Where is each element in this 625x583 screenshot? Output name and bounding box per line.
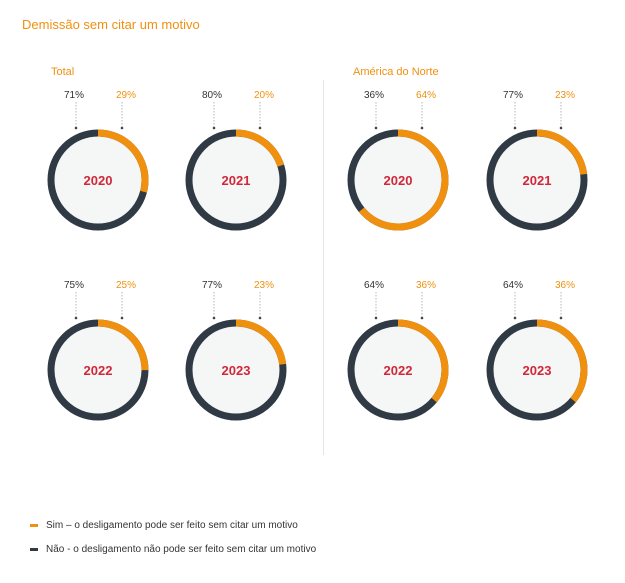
donut-chart-2022: 2022 64% 36% (347, 280, 449, 421)
donut-slice-sim (185, 129, 287, 231)
leader-dot-nao (513, 316, 517, 320)
donut-chart-2023: 2023 77% 23% (185, 280, 287, 421)
donut-chart-2020: 2020 36% 64% (347, 90, 449, 231)
donut-slice-sim (347, 319, 449, 421)
year-label: 2023 (222, 363, 251, 378)
year-label: 2023 (523, 363, 552, 378)
donut-slice-sim (347, 129, 449, 231)
donut-center (51, 133, 145, 227)
donut-slice-sim (185, 319, 287, 421)
data-label-sim: 36% (555, 280, 575, 291)
group-title-total: Total (51, 66, 75, 78)
page-title: Demissão sem citar um motivo (22, 17, 200, 32)
leader-dot-sim (420, 316, 424, 320)
donut-chart-2022: 2022 75% 25% (47, 280, 149, 421)
donut-chart-2021: 2021 80% 20% (185, 90, 287, 231)
leader-dot-nao (374, 316, 378, 320)
data-label-nao: 36% (364, 90, 384, 101)
leader-dot-sim (420, 126, 424, 130)
leader-dot-nao (74, 316, 78, 320)
leader-dot-sim (258, 126, 262, 130)
year-label: 2021 (222, 173, 251, 188)
legend-label-nao: Não - o desligamento não pode ser feito … (46, 544, 317, 555)
data-label-nao: 64% (503, 280, 523, 291)
leader-dot-sim (120, 126, 124, 130)
legend-swatch-sim (30, 524, 38, 527)
group-title-north-america: América do Norte (353, 66, 439, 78)
donut-center (51, 323, 145, 417)
leader-dot-nao (212, 126, 216, 130)
donut-slice-sim (486, 319, 588, 421)
year-label: 2022 (84, 363, 113, 378)
data-label-nao: 64% (364, 280, 384, 291)
year-label: 2020 (84, 173, 113, 188)
leader-dot-sim (559, 126, 563, 130)
donut-slice-sim (47, 129, 149, 231)
year-label: 2020 (384, 173, 413, 188)
data-label-nao: 80% (202, 90, 222, 101)
donut-chart-2021: 2021 77% 23% (486, 90, 588, 231)
leader-dot-sim (120, 316, 124, 320)
donut-center (351, 133, 445, 227)
leader-dot-sim (258, 316, 262, 320)
legend-item-sim: Sim – o desligamento pode ser feito sem … (30, 520, 298, 531)
data-label-sim: 64% (416, 90, 436, 101)
year-label: 2022 (384, 363, 413, 378)
donut-center (490, 323, 584, 417)
data-label-sim: 20% (254, 90, 274, 101)
data-label-sim: 29% (116, 90, 136, 101)
divider (323, 80, 324, 455)
donut-center (189, 323, 283, 417)
data-label-nao: 77% (202, 280, 222, 291)
donut-center (490, 133, 584, 227)
leader-dot-nao (212, 316, 216, 320)
leader-dot-nao (513, 126, 517, 130)
leader-dot-nao (74, 126, 78, 130)
donut-slice-sim (47, 319, 149, 421)
legend-swatch-nao (30, 548, 38, 551)
donut-chart-2020: 2020 71% 29% (47, 90, 149, 231)
leader-dot-sim (559, 316, 563, 320)
data-label-nao: 77% (503, 90, 523, 101)
data-label-nao: 75% (64, 280, 84, 291)
legend-label-sim: Sim – o desligamento pode ser feito sem … (46, 520, 298, 531)
data-label-nao: 71% (64, 90, 84, 101)
data-label-sim: 23% (254, 280, 274, 291)
legend-item-nao: Não - o desligamento não pode ser feito … (30, 544, 316, 555)
donut-center (189, 133, 283, 227)
donut-center (351, 323, 445, 417)
year-label: 2021 (523, 173, 552, 188)
data-label-sim: 25% (116, 280, 136, 291)
donut-slice-sim (486, 129, 588, 231)
donut-chart-2023: 2023 64% 36% (486, 280, 588, 421)
leader-dot-nao (374, 126, 378, 130)
data-label-sim: 23% (555, 90, 575, 101)
data-label-sim: 36% (416, 280, 436, 291)
